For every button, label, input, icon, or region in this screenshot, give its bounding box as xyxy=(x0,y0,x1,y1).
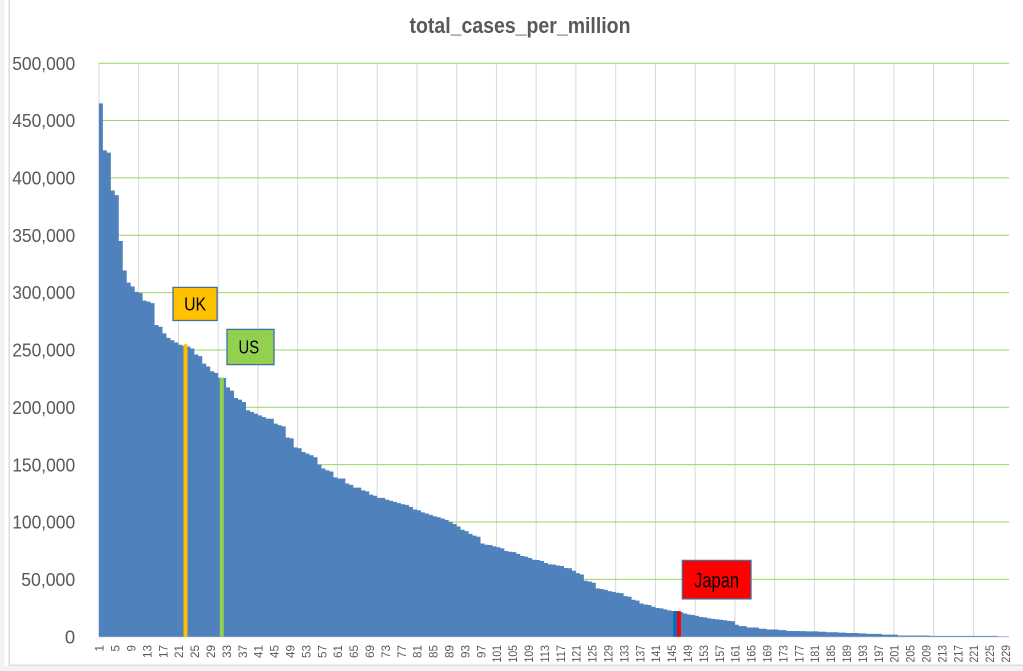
svg-text:45: 45 xyxy=(270,645,282,658)
svg-text:193: 193 xyxy=(858,645,870,663)
svg-text:221: 221 xyxy=(969,645,981,663)
svg-text:205: 205 xyxy=(906,645,918,663)
svg-text:149: 149 xyxy=(683,645,695,663)
svg-text:225: 225 xyxy=(985,645,997,663)
svg-text:400,000: 400,000 xyxy=(12,168,75,189)
svg-text:113: 113 xyxy=(540,645,552,663)
svg-text:77: 77 xyxy=(397,645,409,658)
svg-text:133: 133 xyxy=(619,645,631,663)
svg-text:121: 121 xyxy=(572,645,584,663)
svg-text:25: 25 xyxy=(190,645,202,658)
svg-text:73: 73 xyxy=(381,645,393,658)
svg-text:181: 181 xyxy=(810,645,822,663)
svg-text:109: 109 xyxy=(524,645,536,663)
svg-text:total_cases_per_million: total_cases_per_million xyxy=(410,13,631,38)
svg-text:173: 173 xyxy=(778,645,790,663)
svg-text:117: 117 xyxy=(556,645,568,663)
svg-text:97: 97 xyxy=(476,645,488,658)
svg-text:1: 1 xyxy=(95,645,107,652)
svg-text:137: 137 xyxy=(635,645,647,663)
svg-text:49: 49 xyxy=(285,645,297,658)
svg-text:100,000: 100,000 xyxy=(12,512,75,533)
svg-text:US: US xyxy=(239,337,260,358)
svg-text:69: 69 xyxy=(365,645,377,658)
svg-text:13: 13 xyxy=(142,645,154,658)
svg-text:250,000: 250,000 xyxy=(12,340,75,361)
svg-text:5: 5 xyxy=(111,645,123,652)
svg-text:350,000: 350,000 xyxy=(12,225,75,246)
svg-text:81: 81 xyxy=(413,645,425,658)
svg-text:129: 129 xyxy=(604,645,616,663)
svg-text:29: 29 xyxy=(206,645,218,658)
svg-text:61: 61 xyxy=(333,645,345,658)
svg-text:450,000: 450,000 xyxy=(12,110,75,131)
svg-text:177: 177 xyxy=(794,645,806,663)
svg-text:500,000: 500,000 xyxy=(12,53,75,74)
svg-text:9: 9 xyxy=(126,645,138,652)
svg-text:Japan: Japan xyxy=(694,569,739,592)
svg-text:213: 213 xyxy=(937,645,949,663)
svg-text:53: 53 xyxy=(301,645,313,658)
svg-text:21: 21 xyxy=(174,645,186,658)
svg-text:161: 161 xyxy=(731,645,743,663)
svg-text:217: 217 xyxy=(953,645,965,663)
svg-text:150,000: 150,000 xyxy=(12,454,75,475)
svg-text:41: 41 xyxy=(254,645,266,658)
svg-text:209: 209 xyxy=(922,645,934,663)
svg-text:169: 169 xyxy=(763,645,775,663)
svg-text:125: 125 xyxy=(588,645,600,663)
svg-text:145: 145 xyxy=(667,645,679,663)
svg-text:17: 17 xyxy=(158,645,170,658)
svg-text:57: 57 xyxy=(317,645,329,658)
svg-text:185: 185 xyxy=(826,645,838,663)
svg-text:201: 201 xyxy=(890,645,902,663)
svg-text:153: 153 xyxy=(699,645,711,663)
svg-text:141: 141 xyxy=(651,645,663,663)
svg-text:197: 197 xyxy=(874,645,886,663)
svg-text:93: 93 xyxy=(460,645,472,658)
svg-text:0: 0 xyxy=(65,626,75,647)
svg-text:165: 165 xyxy=(747,645,759,663)
svg-text:157: 157 xyxy=(715,645,727,663)
svg-text:65: 65 xyxy=(349,645,361,658)
svg-text:101: 101 xyxy=(492,645,504,663)
svg-text:300,000: 300,000 xyxy=(12,282,75,303)
svg-text:50,000: 50,000 xyxy=(21,569,75,590)
svg-text:33: 33 xyxy=(222,645,234,658)
svg-text:189: 189 xyxy=(842,645,854,663)
svg-text:200,000: 200,000 xyxy=(12,397,75,418)
svg-text:UK: UK xyxy=(184,294,207,315)
svg-text:37: 37 xyxy=(238,645,250,658)
svg-text:85: 85 xyxy=(429,645,441,658)
svg-text:89: 89 xyxy=(445,645,457,658)
svg-text:229: 229 xyxy=(1001,645,1013,663)
svg-text:105: 105 xyxy=(508,645,520,663)
